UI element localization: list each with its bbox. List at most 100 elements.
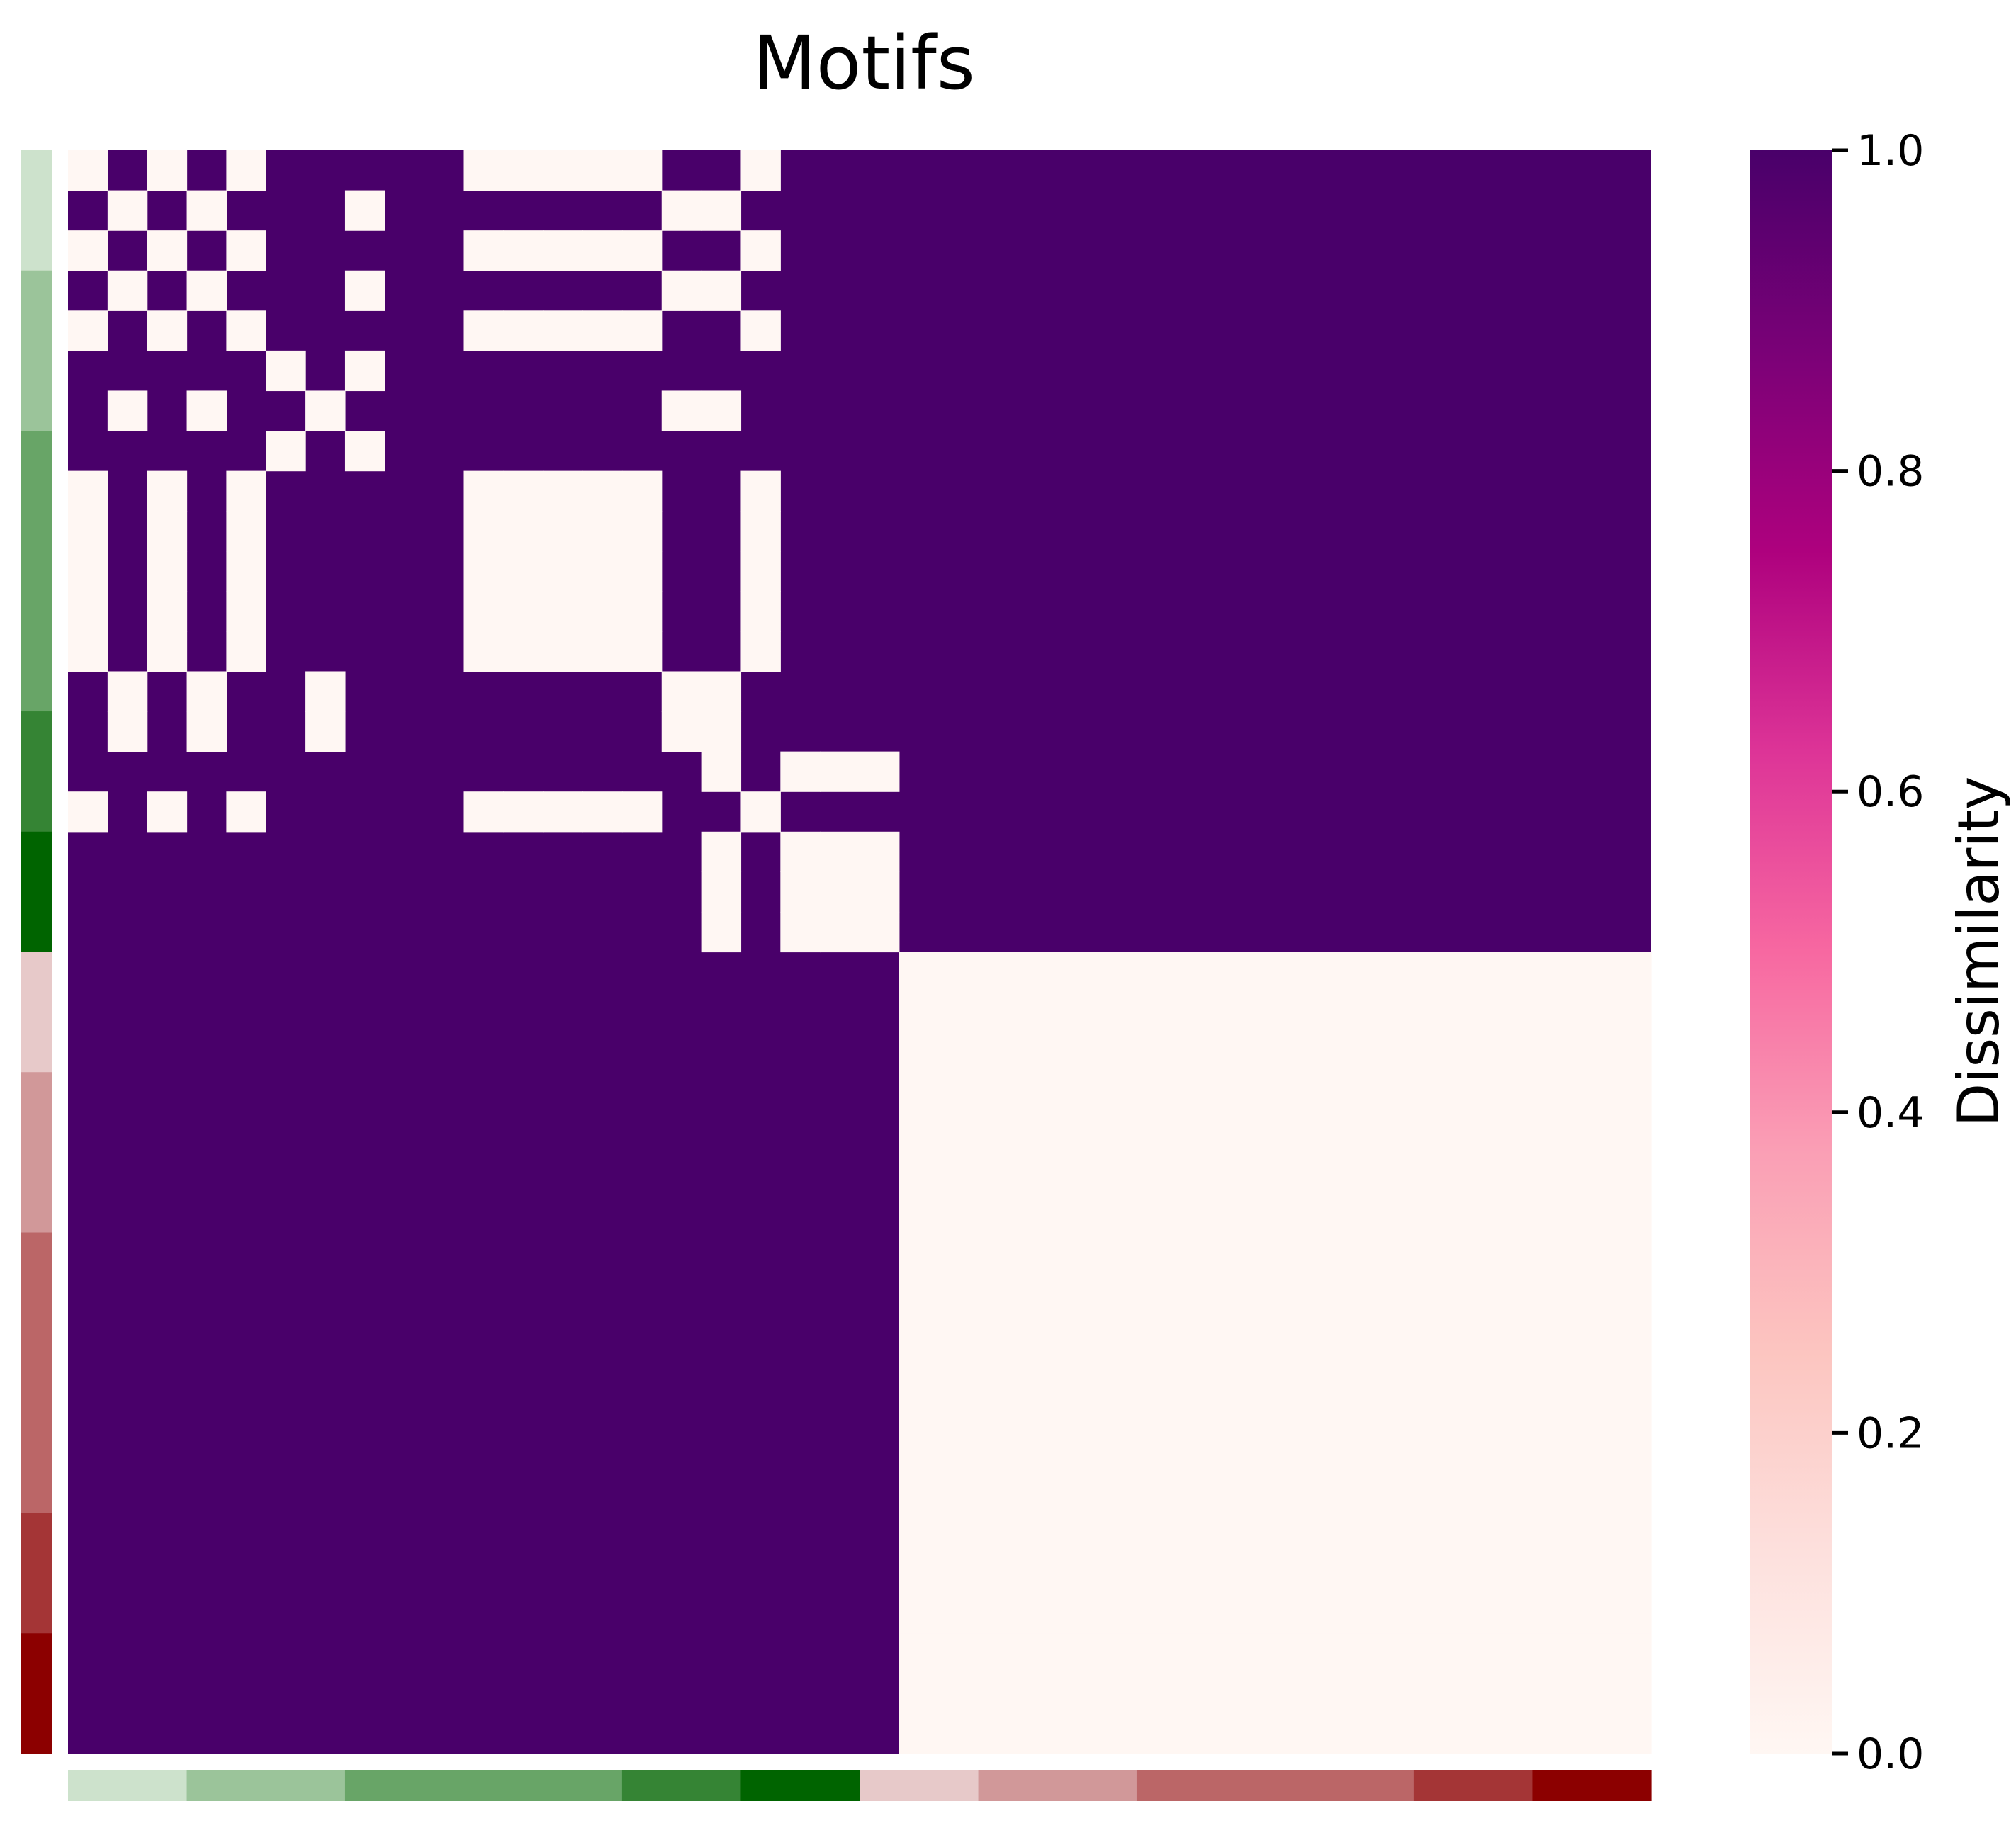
heatmap-cell — [1215, 1593, 1256, 1634]
heatmap-cell — [1611, 952, 1652, 993]
heatmap-cell — [1611, 1312, 1652, 1353]
heatmap-cell — [1215, 1032, 1256, 1073]
heatmap-cell — [899, 1152, 940, 1193]
heatmap-cell — [1136, 1392, 1177, 1434]
heatmap-cell — [899, 1192, 940, 1234]
heatmap-cell — [1215, 1232, 1256, 1273]
heatmap-cell — [1413, 952, 1454, 993]
heatmap-cell — [1255, 1633, 1295, 1674]
heatmap-cell — [1611, 1272, 1652, 1314]
heatmap-cell — [899, 1673, 940, 1715]
heatmap-cell — [978, 1312, 1018, 1353]
heatmap-cell — [740, 551, 781, 592]
heatmap-cell — [661, 711, 702, 752]
heatmap-cell — [226, 551, 266, 592]
colorbar-tick-label: 0.4 — [1857, 1088, 1924, 1138]
heatmap-cell — [1572, 1713, 1612, 1754]
heatmap-cell — [1097, 1673, 1137, 1715]
heatmap-cell — [820, 871, 860, 913]
heatmap-cell — [701, 871, 742, 913]
heatmap-cell — [899, 1392, 940, 1434]
heatmap-cell — [305, 390, 346, 431]
heatmap-cell — [1215, 1673, 1256, 1715]
heatmap-cell — [226, 310, 266, 351]
heatmap-cell — [978, 1032, 1018, 1073]
heatmap-cell — [1492, 1112, 1533, 1153]
heatmap-cell — [1334, 1312, 1375, 1353]
heatmap-cell — [1136, 1353, 1177, 1394]
heatmap-cell — [463, 230, 504, 271]
heatmap-cell — [1018, 1673, 1058, 1715]
heatmap-cell — [978, 1593, 1018, 1634]
heatmap-cell — [820, 751, 860, 792]
heatmap-cell — [1572, 1513, 1612, 1554]
heatmap-cell — [899, 1072, 940, 1113]
column-group-color — [186, 1770, 346, 1801]
heatmap-cell — [1215, 1072, 1256, 1113]
heatmap-cell — [1532, 1433, 1572, 1474]
heatmap-cell — [978, 1232, 1018, 1273]
heatmap-cell — [503, 230, 544, 271]
heatmap-cell — [68, 150, 108, 191]
heatmap-cell — [1255, 1192, 1295, 1234]
heatmap-cell — [661, 390, 702, 431]
heatmap-cell — [899, 1433, 940, 1474]
heatmap-cell — [1374, 1192, 1414, 1234]
heatmap-cell — [1057, 1072, 1098, 1113]
heatmap-cell — [463, 310, 504, 351]
heatmap-cell — [978, 1112, 1018, 1153]
heatmap-cell — [621, 631, 663, 672]
heatmap-cell — [1532, 1312, 1572, 1353]
column-group-color — [1532, 1770, 1652, 1801]
heatmap-cell — [582, 591, 623, 632]
heatmap-cell — [1018, 1353, 1058, 1394]
heatmap-cell — [1492, 1472, 1533, 1514]
heatmap-cell — [1492, 1312, 1533, 1353]
heatmap-cell — [463, 511, 504, 552]
heatmap-cell — [68, 230, 108, 271]
heatmap-cell — [780, 871, 821, 913]
heatmap-cell — [938, 1032, 979, 1073]
heatmap-cell — [582, 511, 623, 552]
heatmap-cell — [978, 1392, 1018, 1434]
heatmap-cell — [1334, 1713, 1375, 1754]
heatmap-cell — [938, 1272, 979, 1314]
heatmap-cell — [1215, 1713, 1256, 1754]
heatmap-cell — [938, 1312, 979, 1353]
heatmap-cell — [1295, 1272, 1335, 1314]
heatmap-cell — [1136, 1112, 1177, 1153]
heatmap-cell — [1334, 1593, 1375, 1634]
heatmap-cell — [978, 1472, 1018, 1514]
heatmap-cell — [1176, 1232, 1217, 1273]
heatmap-cell — [1176, 1433, 1217, 1474]
heatmap-cell — [1334, 1232, 1375, 1273]
heatmap-cell — [621, 591, 663, 632]
heatmap-cell — [1255, 1112, 1295, 1153]
heatmap-cell — [1532, 952, 1572, 993]
heatmap-cell — [938, 1633, 979, 1674]
heatmap-cell — [938, 1673, 979, 1715]
heatmap-cell — [860, 751, 900, 792]
heatmap-cell — [107, 190, 148, 231]
heatmap-cell — [1018, 1433, 1058, 1474]
heatmap-cell — [740, 310, 781, 351]
heatmap-cell — [1611, 1593, 1652, 1634]
heatmap-cell — [1611, 1633, 1652, 1674]
heatmap-cell — [1176, 1633, 1217, 1674]
heatmap-cell — [978, 1553, 1018, 1594]
heatmap-cell — [1176, 1353, 1217, 1394]
heatmap-cell — [1413, 1232, 1454, 1273]
heatmap-cell — [1532, 1593, 1572, 1634]
heatmap-cell — [1097, 1072, 1137, 1113]
heatmap-cell — [1532, 1112, 1572, 1153]
heatmap-cell — [621, 230, 663, 271]
heatmap-cell — [226, 511, 266, 552]
heatmap-cell — [1255, 1713, 1295, 1754]
heatmap-cell — [344, 190, 385, 231]
heatmap-cell — [1453, 1032, 1494, 1073]
heatmap-cell — [1532, 1513, 1572, 1554]
heatmap-cell — [503, 791, 544, 833]
heatmap-cell — [1057, 1472, 1098, 1514]
heatmap-cell — [1492, 1633, 1533, 1674]
